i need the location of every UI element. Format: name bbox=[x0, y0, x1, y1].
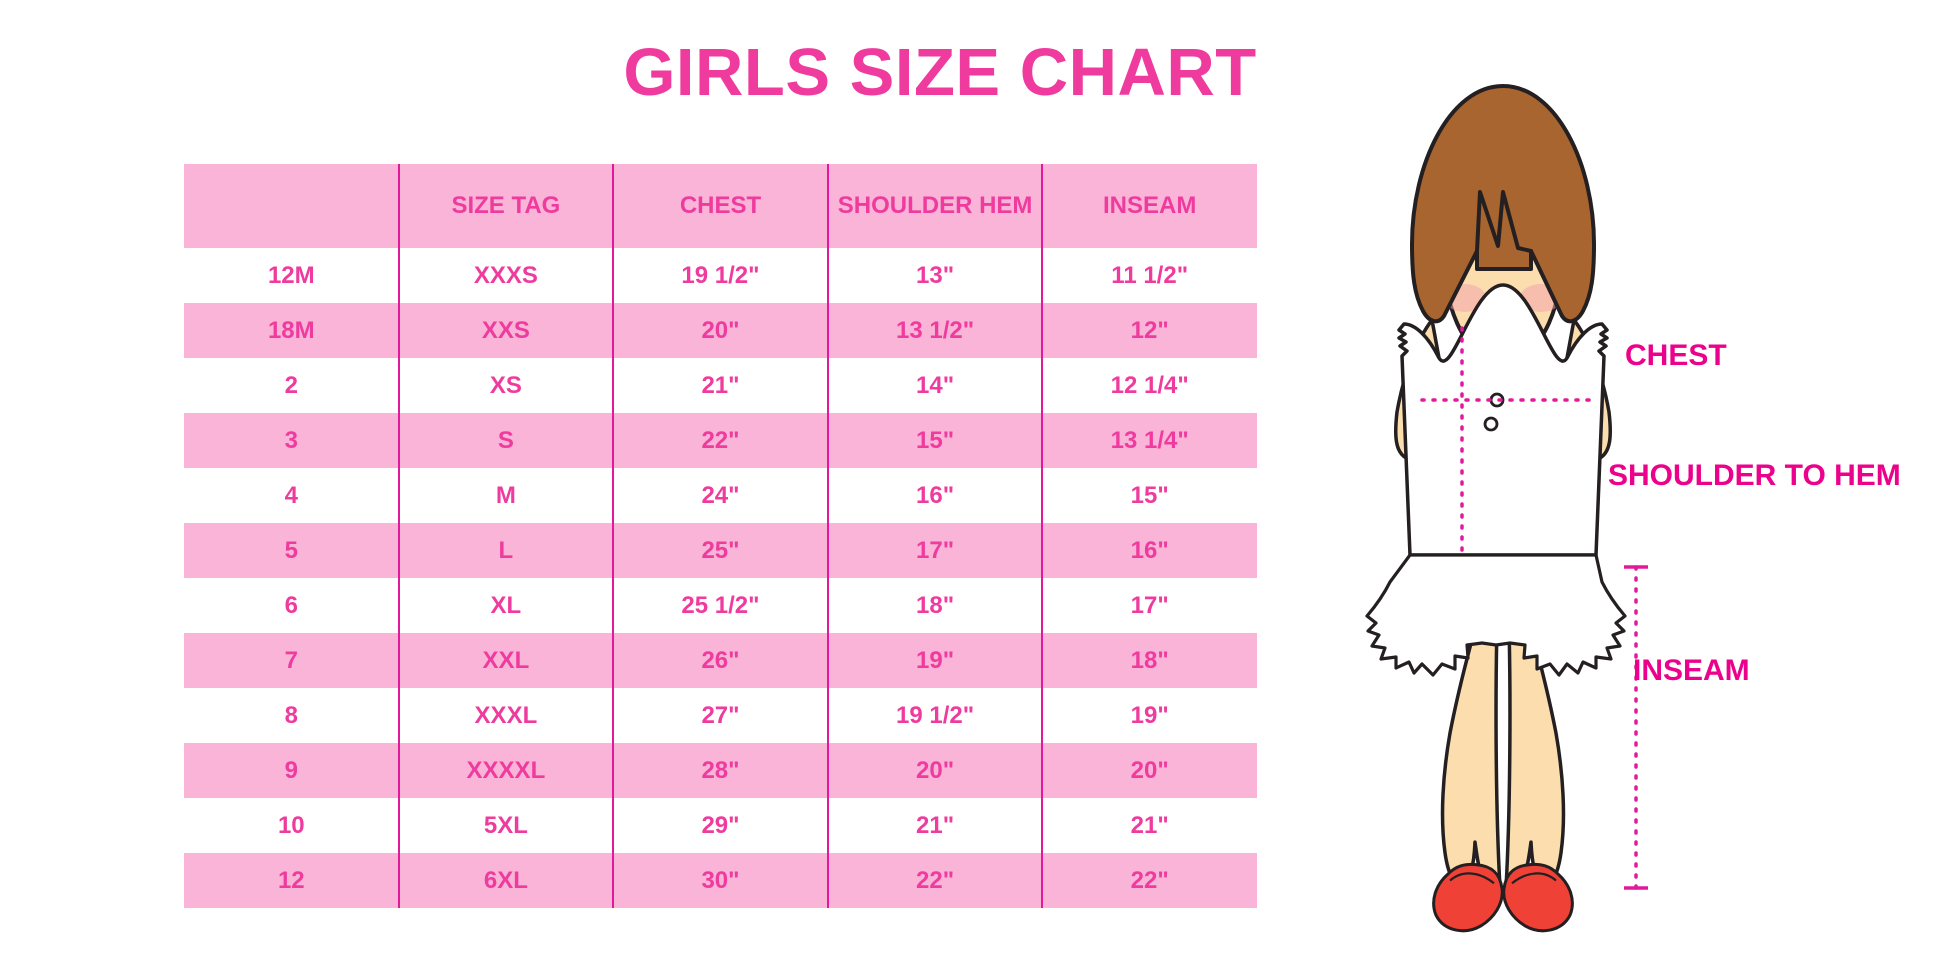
svg-text:INSEAM: INSEAM bbox=[1633, 654, 1750, 687]
svg-text:CHEST: CHEST bbox=[1625, 339, 1727, 372]
svg-text:SHOULDER TO HEM: SHOULDER TO HEM bbox=[1608, 459, 1901, 492]
